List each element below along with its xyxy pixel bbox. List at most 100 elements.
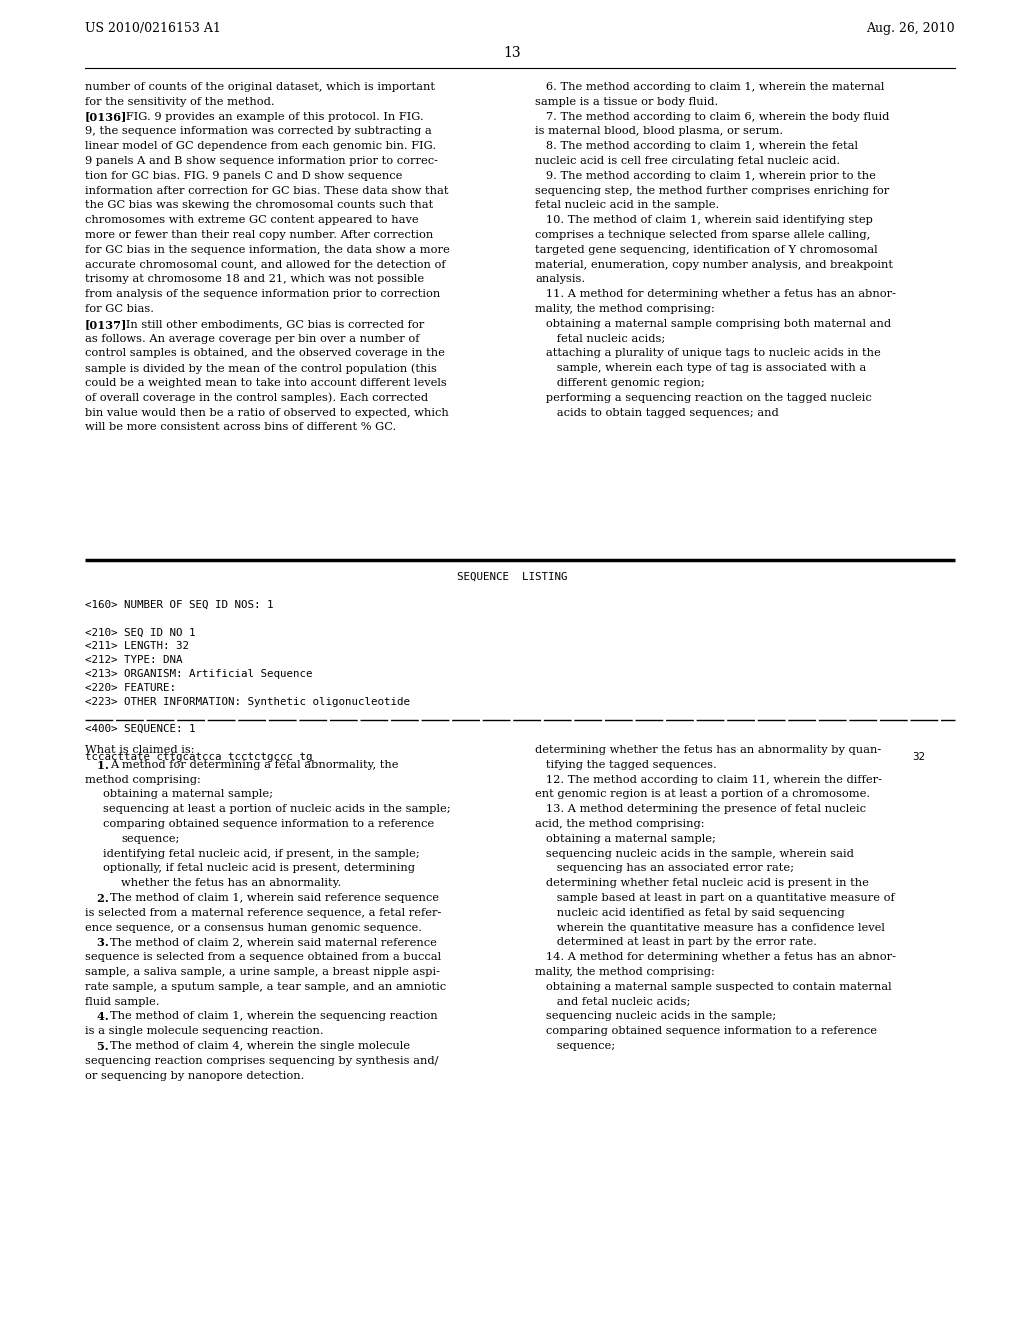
Text: for the sensitivity of the method.: for the sensitivity of the method. xyxy=(85,96,274,107)
Text: sample is a tissue or body fluid.: sample is a tissue or body fluid. xyxy=(535,96,718,107)
Text: ent genomic region is at least a portion of a chromosome.: ent genomic region is at least a portion… xyxy=(535,789,870,800)
Text: sample is divided by the mean of the control population (this: sample is divided by the mean of the con… xyxy=(85,363,437,374)
Text: obtaining a maternal sample suspected to contain maternal: obtaining a maternal sample suspected to… xyxy=(535,982,892,991)
Text: fluid sample.: fluid sample. xyxy=(85,997,160,1007)
Text: analysis.: analysis. xyxy=(535,275,585,284)
Text: <212> TYPE: DNA: <212> TYPE: DNA xyxy=(85,655,182,665)
Text: 2.: 2. xyxy=(85,894,109,904)
Text: 13: 13 xyxy=(503,46,521,59)
Text: chromosomes with extreme GC content appeared to have: chromosomes with extreme GC content appe… xyxy=(85,215,419,226)
Text: 32: 32 xyxy=(912,752,925,762)
Text: <400> SEQUENCE: 1: <400> SEQUENCE: 1 xyxy=(85,725,196,734)
Text: sequencing nucleic acids in the sample, wherein said: sequencing nucleic acids in the sample, … xyxy=(535,849,854,858)
Text: 9, the sequence information was corrected by subtracting a: 9, the sequence information was correcte… xyxy=(85,127,432,136)
Text: attaching a plurality of unique tags to nucleic acids in the: attaching a plurality of unique tags to … xyxy=(535,348,881,359)
Text: wherein the quantitative measure has a confidence level: wherein the quantitative measure has a c… xyxy=(535,923,885,933)
Text: the GC bias was skewing the chromosomal counts such that: the GC bias was skewing the chromosomal … xyxy=(85,201,433,210)
Text: trisomy at chromosome 18 and 21, which was not possible: trisomy at chromosome 18 and 21, which w… xyxy=(85,275,424,284)
Text: material, enumeration, copy number analysis, and breakpoint: material, enumeration, copy number analy… xyxy=(535,260,893,269)
Text: 6. The method according to claim 1, wherein the maternal: 6. The method according to claim 1, wher… xyxy=(535,82,885,92)
Text: targeted gene sequencing, identification of Y chromosomal: targeted gene sequencing, identification… xyxy=(535,244,878,255)
Text: sequencing has an associated error rate;: sequencing has an associated error rate; xyxy=(535,863,794,874)
Text: and fetal nucleic acids;: and fetal nucleic acids; xyxy=(535,997,690,1007)
Text: fetal nucleic acid in the sample.: fetal nucleic acid in the sample. xyxy=(535,201,719,210)
Text: could be a weighted mean to take into account different levels: could be a weighted mean to take into ac… xyxy=(85,378,446,388)
Text: 3.: 3. xyxy=(85,937,109,948)
Text: determining whether fetal nucleic acid is present in the: determining whether fetal nucleic acid i… xyxy=(535,878,869,888)
Text: optionally, if fetal nucleic acid is present, determining: optionally, if fetal nucleic acid is pre… xyxy=(103,863,415,874)
Text: In still other embodiments, GC bias is corrected for: In still other embodiments, GC bias is c… xyxy=(115,319,424,329)
Text: The method of claim 4, wherein the single molecule: The method of claim 4, wherein the singl… xyxy=(110,1041,410,1051)
Text: identifying fetal nucleic acid, if present, in the sample;: identifying fetal nucleic acid, if prese… xyxy=(103,849,420,858)
Text: acid, the method comprising:: acid, the method comprising: xyxy=(535,818,705,829)
Text: sequencing reaction comprises sequencing by synthesis and/: sequencing reaction comprises sequencing… xyxy=(85,1056,438,1065)
Text: 7. The method according to claim 6, wherein the body fluid: 7. The method according to claim 6, wher… xyxy=(535,112,890,121)
Text: determining whether the fetus has an abnormality by quan-: determining whether the fetus has an abn… xyxy=(535,744,882,755)
Text: The method of claim 2, wherein said maternal reference: The method of claim 2, wherein said mate… xyxy=(110,937,436,948)
Text: fetal nucleic acids;: fetal nucleic acids; xyxy=(535,334,666,343)
Text: performing a sequencing reaction on the tagged nucleic: performing a sequencing reaction on the … xyxy=(535,393,871,403)
Text: will be more consistent across bins of different % GC.: will be more consistent across bins of d… xyxy=(85,422,396,433)
Text: 12. The method according to claim 11, wherein the differ-: 12. The method according to claim 11, wh… xyxy=(535,775,882,784)
Text: sample, wherein each type of tag is associated with a: sample, wherein each type of tag is asso… xyxy=(535,363,866,374)
Text: Aug. 26, 2010: Aug. 26, 2010 xyxy=(866,22,955,36)
Text: <160> NUMBER OF SEQ ID NOS: 1: <160> NUMBER OF SEQ ID NOS: 1 xyxy=(85,601,273,610)
Text: US 2010/0216153 A1: US 2010/0216153 A1 xyxy=(85,22,221,36)
Text: bin value would then be a ratio of observed to expected, which: bin value would then be a ratio of obser… xyxy=(85,408,449,417)
Text: ence sequence, or a consensus human genomic sequence.: ence sequence, or a consensus human geno… xyxy=(85,923,422,933)
Text: determined at least in part by the error rate.: determined at least in part by the error… xyxy=(535,937,817,948)
Text: comparing obtained sequence information to a reference: comparing obtained sequence information … xyxy=(535,1026,877,1036)
Text: nucleic acid identified as fetal by said sequencing: nucleic acid identified as fetal by said… xyxy=(535,908,845,917)
Text: tccacttate cttgcatcca tcctctgccc tg: tccacttate cttgcatcca tcctctgccc tg xyxy=(85,752,312,762)
Text: method comprising:: method comprising: xyxy=(85,775,201,784)
Text: <213> ORGANISM: Artificial Sequence: <213> ORGANISM: Artificial Sequence xyxy=(85,669,312,678)
Text: sequence;: sequence; xyxy=(121,834,179,843)
Text: is selected from a maternal reference sequence, a fetal refer-: is selected from a maternal reference se… xyxy=(85,908,441,917)
Text: A method for determining a fetal abnormality, the: A method for determining a fetal abnorma… xyxy=(110,760,398,770)
Text: 14. A method for determining whether a fetus has an abnor-: 14. A method for determining whether a f… xyxy=(535,952,896,962)
Text: 10. The method of claim 1, wherein said identifying step: 10. The method of claim 1, wherein said … xyxy=(535,215,872,226)
Text: linear model of GC dependence from each genomic bin. FIG.: linear model of GC dependence from each … xyxy=(85,141,436,152)
Text: sequence;: sequence; xyxy=(535,1041,615,1051)
Text: control samples is obtained, and the observed coverage in the: control samples is obtained, and the obs… xyxy=(85,348,444,359)
Text: 11. A method for determining whether a fetus has an abnor-: 11. A method for determining whether a f… xyxy=(535,289,896,300)
Text: FIG. 9 provides an example of this protocol. In FIG.: FIG. 9 provides an example of this proto… xyxy=(115,112,423,121)
Text: 4.: 4. xyxy=(85,1011,109,1023)
Text: comparing obtained sequence information to a reference: comparing obtained sequence information … xyxy=(103,818,434,829)
Text: acids to obtain tagged sequences; and: acids to obtain tagged sequences; and xyxy=(535,408,778,417)
Text: is maternal blood, blood plasma, or serum.: is maternal blood, blood plasma, or seru… xyxy=(535,127,783,136)
Text: 9. The method according to claim 1, wherein prior to the: 9. The method according to claim 1, wher… xyxy=(535,170,876,181)
Text: sequence is selected from a sequence obtained from a buccal: sequence is selected from a sequence obt… xyxy=(85,952,441,962)
Text: information after correction for GC bias. These data show that: information after correction for GC bias… xyxy=(85,186,449,195)
Text: 13. A method determining the presence of fetal nucleic: 13. A method determining the presence of… xyxy=(535,804,866,814)
Text: accurate chromosomal count, and allowed for the detection of: accurate chromosomal count, and allowed … xyxy=(85,260,445,269)
Text: 9 panels A and B show sequence information prior to correc-: 9 panels A and B show sequence informati… xyxy=(85,156,438,166)
Text: mality, the method comprising:: mality, the method comprising: xyxy=(535,968,715,977)
Text: obtaining a maternal sample;: obtaining a maternal sample; xyxy=(103,789,273,800)
Text: [0137]: [0137] xyxy=(85,319,127,330)
Text: <220> FEATURE:: <220> FEATURE: xyxy=(85,682,176,693)
Text: SEQUENCE  LISTING: SEQUENCE LISTING xyxy=(457,572,567,582)
Text: sequencing nucleic acids in the sample;: sequencing nucleic acids in the sample; xyxy=(535,1011,776,1022)
Text: [0136]: [0136] xyxy=(85,112,127,123)
Text: What is claimed is:: What is claimed is: xyxy=(85,744,195,755)
Text: obtaining a maternal sample;: obtaining a maternal sample; xyxy=(535,834,716,843)
Text: comprises a technique selected from sparse allele calling,: comprises a technique selected from spar… xyxy=(535,230,870,240)
Text: sequencing at least a portion of nucleic acids in the sample;: sequencing at least a portion of nucleic… xyxy=(103,804,451,814)
Text: for GC bias.: for GC bias. xyxy=(85,304,154,314)
Text: tion for GC bias. FIG. 9 panels C and D show sequence: tion for GC bias. FIG. 9 panels C and D … xyxy=(85,170,402,181)
Text: sequencing step, the method further comprises enriching for: sequencing step, the method further comp… xyxy=(535,186,889,195)
Text: 5.: 5. xyxy=(85,1041,109,1052)
Text: <211> LENGTH: 32: <211> LENGTH: 32 xyxy=(85,642,189,651)
Text: nucleic acid is cell free circulating fetal nucleic acid.: nucleic acid is cell free circulating fe… xyxy=(535,156,840,166)
Text: different genomic region;: different genomic region; xyxy=(535,378,705,388)
Text: for GC bias in the sequence information, the data show a more: for GC bias in the sequence information,… xyxy=(85,244,450,255)
Text: from analysis of the sequence information prior to correction: from analysis of the sequence informatio… xyxy=(85,289,440,300)
Text: rate sample, a sputum sample, a tear sample, and an amniotic: rate sample, a sputum sample, a tear sam… xyxy=(85,982,446,991)
Text: 1.: 1. xyxy=(85,760,109,771)
Text: sample based at least in part on a quantitative measure of: sample based at least in part on a quant… xyxy=(535,894,895,903)
Text: 8. The method according to claim 1, wherein the fetal: 8. The method according to claim 1, wher… xyxy=(535,141,858,152)
Text: whether the fetus has an abnormality.: whether the fetus has an abnormality. xyxy=(121,878,341,888)
Text: obtaining a maternal sample comprising both maternal and: obtaining a maternal sample comprising b… xyxy=(535,319,891,329)
Text: <223> OTHER INFORMATION: Synthetic oligonucleotide: <223> OTHER INFORMATION: Synthetic oligo… xyxy=(85,697,410,706)
